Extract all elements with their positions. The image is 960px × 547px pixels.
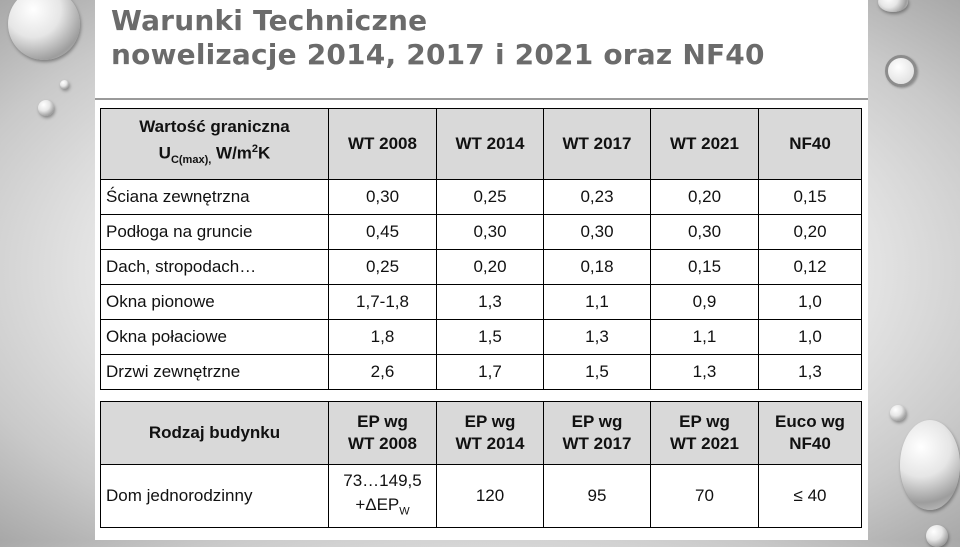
water-drop-decoration <box>885 55 917 87</box>
column-header: EP wg WT 2017 <box>543 401 651 465</box>
table-header-row: Wartość graniczna UC(max), W/m2K WT 2008… <box>100 108 862 180</box>
header-text: EP wg <box>464 412 516 431</box>
table-cell: 1,3 <box>758 354 862 390</box>
row-label: Okna pionowe <box>100 284 329 320</box>
cell-subscript: W <box>399 505 410 518</box>
table-cell: 70 <box>650 464 759 528</box>
table-cell: 1,5 <box>543 354 651 390</box>
table-row: Dach, stropodach… 0,25 0,20 0,18 0,15 0,… <box>100 249 862 285</box>
table-cell: 0,15 <box>650 249 759 285</box>
table-cell: ≤ 40 <box>758 464 862 528</box>
table-cell: 1,7-1,8 <box>328 284 437 320</box>
header-superscript: 2 <box>251 143 259 156</box>
water-drop-decoration <box>38 100 54 116</box>
water-drop-decoration <box>890 405 906 421</box>
table-cell: 0,9 <box>650 284 759 320</box>
table-cell: 1,1 <box>543 284 651 320</box>
column-header-limit-value: Wartość graniczna UC(max), W/m2K <box>100 108 329 180</box>
column-header: Euco wg NF40 <box>758 401 862 465</box>
table-cell: 0,15 <box>758 179 862 215</box>
column-header: NF40 <box>758 108 862 180</box>
table-cell: 0,30 <box>436 214 544 250</box>
column-header: WT 2014 <box>436 108 544 180</box>
table-row: Podłoga na gruncie 0,45 0,30 0,30 0,30 0… <box>100 214 862 250</box>
table-cell: 1,3 <box>543 319 651 355</box>
u-values-table: Wartość graniczna UC(max), W/m2K WT 2008… <box>100 108 862 390</box>
table-cell: 1,8 <box>328 319 437 355</box>
table-cell: 0,18 <box>543 249 651 285</box>
table-row: Ściana zewnętrzna 0,30 0,25 0,23 0,20 0,… <box>100 179 862 215</box>
table-cell: 0,23 <box>543 179 651 215</box>
table-cell: 0,20 <box>436 249 544 285</box>
table-cell: 1,0 <box>758 284 862 320</box>
table-cell: 73…149,5 +ΔEPW <box>328 464 437 528</box>
cell-text: 73…149,5 <box>343 470 422 490</box>
row-label: Okna połaciowe <box>100 319 329 355</box>
header-text: W/m <box>211 144 252 164</box>
table-cell: 120 <box>436 464 544 528</box>
table-cell: 0,20 <box>758 214 862 250</box>
table-cell: 1,5 <box>436 319 544 355</box>
table-cell: 2,6 <box>328 354 437 390</box>
column-header: EP wg WT 2014 <box>436 401 544 465</box>
row-label: Drzwi zewnętrzne <box>100 354 329 390</box>
column-header: WT 2021 <box>650 108 759 180</box>
column-header: EP wg WT 2008 <box>328 401 437 465</box>
header-text: Wartość graniczna <box>139 117 290 137</box>
header-text: WT 2008 <box>348 434 417 453</box>
row-label: Dom jednorodzinny <box>100 464 329 528</box>
slide: Warunki Techniczne nowelizacje 2014, 201… <box>95 0 868 540</box>
water-drop-decoration <box>878 0 908 12</box>
row-label: Ściana zewnętrzna <box>100 179 329 215</box>
header-text: NF40 <box>789 434 831 453</box>
header-text: EP wg <box>571 412 623 431</box>
slide-title: Warunki Techniczne nowelizacje 2014, 201… <box>111 4 765 72</box>
column-header: EP wg WT 2021 <box>650 401 759 465</box>
column-header: WT 2008 <box>328 108 437 180</box>
header-text: WT 2014 <box>455 434 525 453</box>
header-text: EP wg <box>679 412 730 431</box>
header-text: K <box>258 144 271 164</box>
table-cell: 95 <box>543 464 651 528</box>
title-divider <box>95 98 868 100</box>
table-cell: 0,20 <box>650 179 759 215</box>
title-line-1: Warunki Techniczne <box>111 4 428 37</box>
table-cell: 0,45 <box>328 214 437 250</box>
water-drop-decoration <box>900 420 960 510</box>
table-row: Okna pionowe 1,7-1,8 1,3 1,1 0,9 1,0 <box>100 284 862 320</box>
header-text: Euco wg <box>775 412 845 431</box>
table-cell: 0,30 <box>650 214 759 250</box>
table-cell: 1,7 <box>436 354 544 390</box>
ep-values-table: Rodzaj budynku EP wg WT 2008 EP wg WT 2014… <box>100 401 862 528</box>
column-header-building-type: Rodzaj budynku <box>100 401 329 465</box>
table-cell: 0,25 <box>328 249 437 285</box>
column-header: WT 2017 <box>543 108 651 180</box>
water-drop-decoration <box>8 0 80 60</box>
table-cell: 1,0 <box>758 319 862 355</box>
header-text: EP wg <box>357 412 408 431</box>
header-text: WT 2017 <box>562 434 632 453</box>
header-text: U <box>158 144 171 164</box>
table-row: Drzwi zewnętrzne 2,6 1,7 1,5 1,3 1,3 <box>100 354 862 390</box>
table-cell: 1,3 <box>650 354 759 390</box>
row-label: Podłoga na gruncie <box>100 214 329 250</box>
header-subscript: C(max), <box>170 154 212 167</box>
table-cell: 1,3 <box>436 284 544 320</box>
table-cell: 0,25 <box>436 179 544 215</box>
cell-text: +ΔEP <box>355 494 400 514</box>
title-line-2: nowelizacje 2014, 2017 i 2021 oraz NF40 <box>111 38 765 71</box>
water-drop-decoration <box>926 525 948 547</box>
header-text: WT 2021 <box>670 434 739 453</box>
table-cell: 0,12 <box>758 249 862 285</box>
water-drop-decoration <box>60 80 69 89</box>
table-cell: 1,1 <box>650 319 759 355</box>
table-row: Dom jednorodzinny 73…149,5 +ΔEPW 120 95 … <box>100 464 862 528</box>
row-label: Dach, stropodach… <box>100 249 329 285</box>
table-row: Okna połaciowe 1,8 1,5 1,3 1,1 1,0 <box>100 319 862 355</box>
table-cell: 0,30 <box>328 179 437 215</box>
table-cell: 0,30 <box>543 214 651 250</box>
table-header-row: Rodzaj budynku EP wg WT 2008 EP wg WT 2014… <box>100 401 862 465</box>
